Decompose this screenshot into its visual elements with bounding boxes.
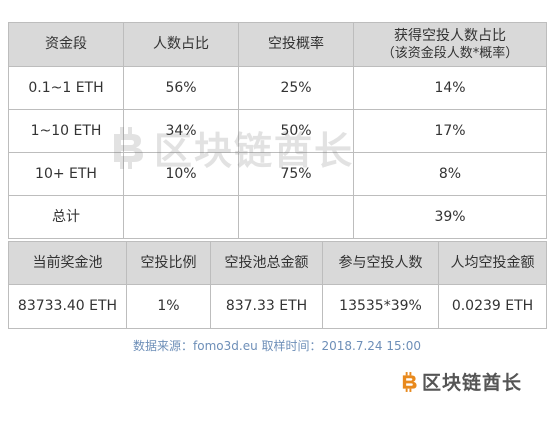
table-cell: 13535*39% (322, 284, 439, 329)
table-cell: 75% (238, 152, 354, 196)
table-cell (238, 195, 354, 239)
table-cell: 0.1~1 ETH (8, 66, 124, 110)
header-airdrop-pool-total: 空投池总金额 (210, 241, 323, 285)
table-cell: 39% (353, 195, 547, 239)
table-cell: 17% (353, 109, 547, 153)
table-cell: 10+ ETH (8, 152, 124, 196)
header-per-person-amount: 人均空投金额 (438, 241, 547, 285)
table-cell: 25% (238, 66, 354, 110)
table-cell: 34% (123, 109, 239, 153)
table-cell: 0.0239 ETH (438, 284, 547, 329)
total-row: 总计 39% (8, 195, 547, 239)
table-cell: 56% (123, 66, 239, 110)
table-cell (123, 195, 239, 239)
brand-logo: 区块链酋长 (400, 368, 522, 395)
header-winner-share: 获得空投人数占比 （该资金段人数*概率） (353, 22, 547, 67)
table-cell: 1% (126, 284, 211, 329)
table-row: 10+ ETH 10% 75% 8% (8, 152, 547, 196)
table-row: 0.1~1 ETH 56% 25% 14% (8, 66, 547, 110)
table-cell: 1~10 ETH (8, 109, 124, 153)
table-header-row: 当前奖金池 空投比例 空投池总金额 参与空投人数 人均空投金额 (8, 241, 547, 285)
table-header-row: 资金段 人数占比 空投概率 获得空投人数占比 （该资金段人数*概率） (8, 22, 547, 67)
table-cell: 14% (353, 66, 547, 110)
header-people-share: 人数占比 (123, 22, 239, 67)
table-cell: 总计 (8, 195, 124, 239)
bitcoin-logo-icon (402, 371, 417, 392)
table-cell: 837.33 ETH (210, 284, 323, 329)
table-cell: 83733.40 ETH (8, 284, 127, 329)
airdrop-pool-table: 当前奖金池 空投比例 空投池总金额 参与空投人数 人均空投金额 83733.40… (8, 241, 547, 329)
table-cell: 8% (353, 152, 547, 196)
airdrop-probability-table: 资金段 人数占比 空投概率 获得空投人数占比 （该资金段人数*概率） 0.1~1… (8, 22, 547, 239)
header-participants: 参与空投人数 (322, 241, 439, 285)
table-cell: 10% (123, 152, 239, 196)
table-cell: 50% (238, 109, 354, 153)
header-fund-segment: 资金段 (8, 22, 124, 67)
table-row: 1~10 ETH 34% 50% 17% (8, 109, 547, 153)
header-airdrop-probability: 空投概率 (238, 22, 354, 67)
header-current-pot: 当前奖金池 (8, 241, 127, 285)
header-airdrop-ratio: 空投比例 (126, 241, 211, 285)
data-source-note: 数据来源：fomo3d.eu 取样时间：2018.7.24 15:00 (133, 339, 421, 353)
table-row: 83733.40 ETH 1% 837.33 ETH 13535*39% 0.0… (8, 284, 547, 329)
brand-name: 区块链酋长 (422, 372, 523, 394)
header-winner-share-title: 获得空投人数占比 (394, 27, 506, 44)
header-winner-share-subtitle: （该资金段人数*概率） (381, 45, 519, 61)
